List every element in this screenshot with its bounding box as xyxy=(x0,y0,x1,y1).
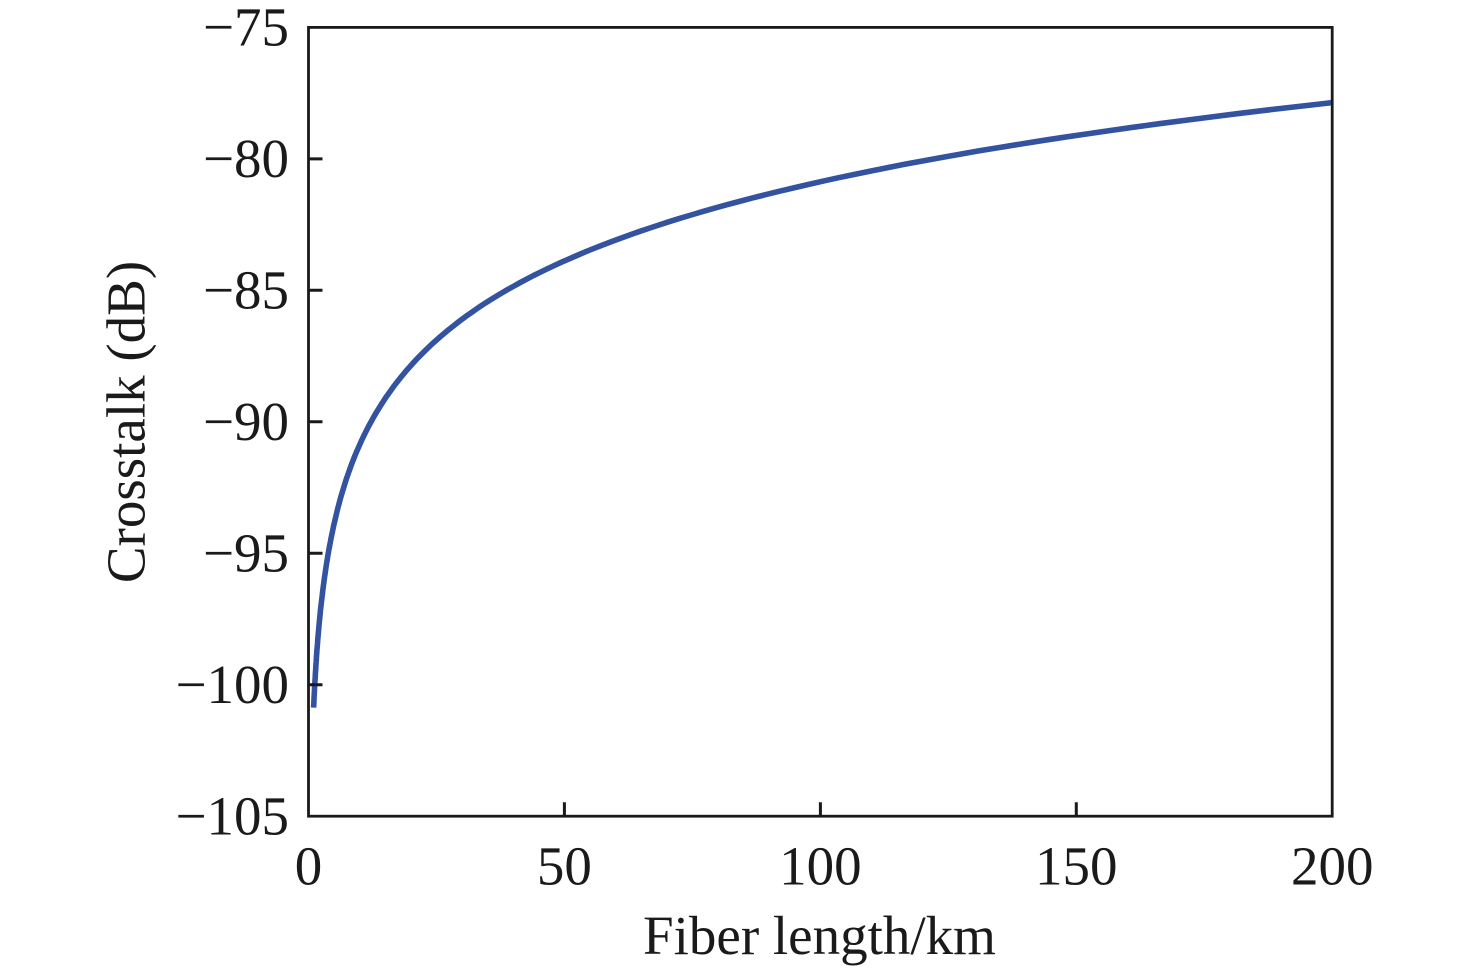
svg-text:150: 150 xyxy=(1035,835,1118,896)
svg-text:Fiber length/km: Fiber length/km xyxy=(643,905,996,966)
svg-text:−75: −75 xyxy=(203,0,289,58)
svg-text:Crosstalk (dB): Crosstalk (dB) xyxy=(96,261,157,583)
svg-text:−95: −95 xyxy=(203,523,289,584)
svg-text:−90: −90 xyxy=(203,391,289,452)
svg-text:−80: −80 xyxy=(203,128,289,189)
svg-text:0: 0 xyxy=(295,835,323,896)
svg-text:−105: −105 xyxy=(175,786,289,847)
svg-text:200: 200 xyxy=(1291,835,1374,896)
svg-text:−100: −100 xyxy=(175,654,289,715)
svg-text:−85: −85 xyxy=(203,260,289,321)
svg-text:100: 100 xyxy=(779,835,862,896)
svg-text:50: 50 xyxy=(537,835,592,896)
